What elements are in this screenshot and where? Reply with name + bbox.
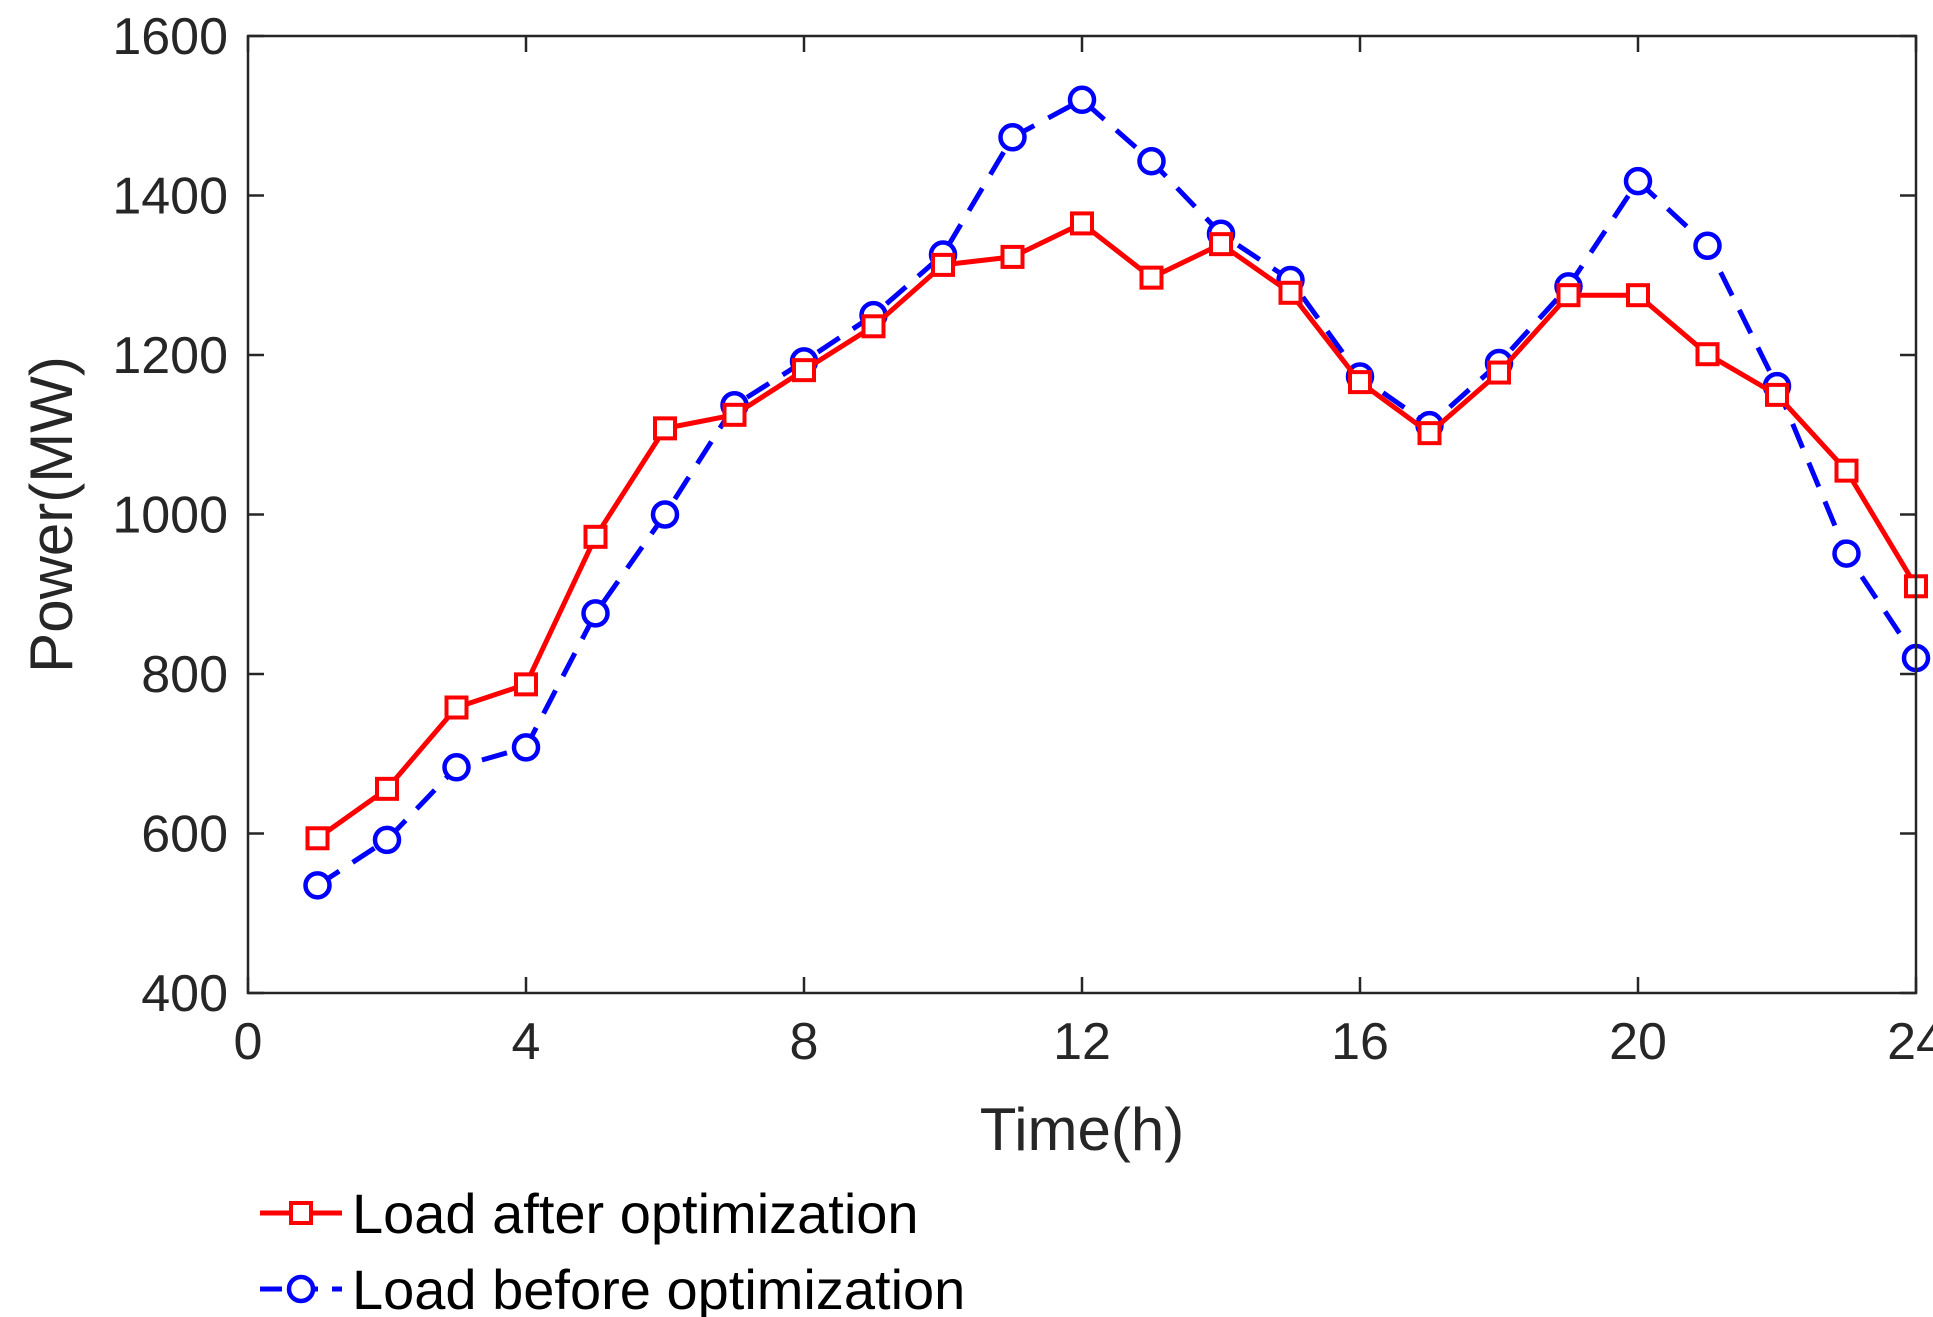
y-tick-label: 1600: [112, 8, 228, 66]
axis-ticks-group: 0 4 8 12 16 20 24 400 600 800 1000 1200 1400 1600: [112, 8, 1933, 1071]
data-point-circle: [442, 753, 471, 782]
data-point-square: [1765, 382, 1789, 407]
data-point-circle: [1067, 85, 1097, 115]
data-point-square: [514, 672, 538, 697]
data-point-circle: [372, 825, 402, 855]
x-tick-label: 24: [1887, 1013, 1933, 1071]
data-point-square: [1695, 342, 1720, 367]
legend-label: Load before optimization: [352, 1258, 965, 1317]
data-point-square: [444, 695, 469, 720]
data-point-circle: [1137, 146, 1166, 176]
data-point-square: [375, 776, 399, 801]
data-point-square: [1139, 265, 1164, 290]
legend-marker-square: [289, 1201, 313, 1225]
x-tick-label: 4: [512, 1013, 541, 1071]
data-point-square: [1209, 232, 1233, 257]
legend-item: Load after optimization: [260, 1182, 919, 1245]
data-point-square: [1417, 421, 1442, 446]
data-point-square: [1278, 280, 1303, 305]
data-point-square: [1487, 360, 1511, 385]
data-point-square: [1556, 283, 1581, 308]
x-tick-label: 20: [1609, 1013, 1667, 1071]
legend-label: Load after optimization: [352, 1182, 919, 1245]
data-point-circle: [511, 733, 541, 762]
data-point-circle: [581, 599, 610, 628]
data-point-circle: [650, 500, 680, 529]
data-point-square: [792, 358, 816, 383]
data-point-circle: [303, 871, 332, 900]
data-point-square: [653, 416, 677, 441]
data-point-circle: [1623, 166, 1653, 196]
y-axis-title: Power(MW): [18, 356, 85, 673]
data-point-circle: [998, 123, 1027, 152]
x-tick-label: 12: [1053, 1013, 1111, 1071]
data-point-square: [722, 402, 747, 427]
series-line: [316, 220, 1919, 841]
series-line: [316, 97, 1919, 888]
data-point-circle: [1693, 231, 1722, 260]
axes-box: [246, 34, 1918, 995]
series-after-optimization: [305, 211, 1928, 851]
x-tick-label: 16: [1331, 1013, 1389, 1071]
legend: Load after optimization Load before optim…: [260, 1182, 965, 1317]
data-point-square: [931, 252, 955, 277]
x-tick-label: 8: [790, 1013, 819, 1071]
data-point-square: [583, 524, 608, 549]
data-point-square: [1000, 244, 1025, 269]
data-point-square: [1626, 283, 1650, 308]
y-tick-label: 800: [141, 646, 228, 704]
y-tick-label: 1200: [112, 327, 228, 385]
x-tick-label: 0: [234, 1013, 263, 1071]
data-point-square: [305, 826, 330, 851]
series-before-optimization: [303, 85, 1931, 900]
y-tick-label: 400: [141, 965, 228, 1023]
plot-series-group: [303, 85, 1931, 900]
data-point-square: [1348, 370, 1372, 395]
y-tick-label: 1400: [112, 168, 228, 226]
data-point-square: [861, 314, 886, 339]
data-point-square: [1070, 211, 1094, 236]
legend-marker-circle: [286, 1274, 316, 1304]
data-point-circle: [1832, 539, 1861, 568]
y-tick-label: 1000: [112, 487, 228, 545]
data-point-square: [1834, 458, 1859, 483]
y-tick-label: 600: [141, 806, 228, 864]
legend-item: Load before optimization: [260, 1258, 965, 1317]
x-axis-title: Time(h): [980, 1096, 1184, 1163]
